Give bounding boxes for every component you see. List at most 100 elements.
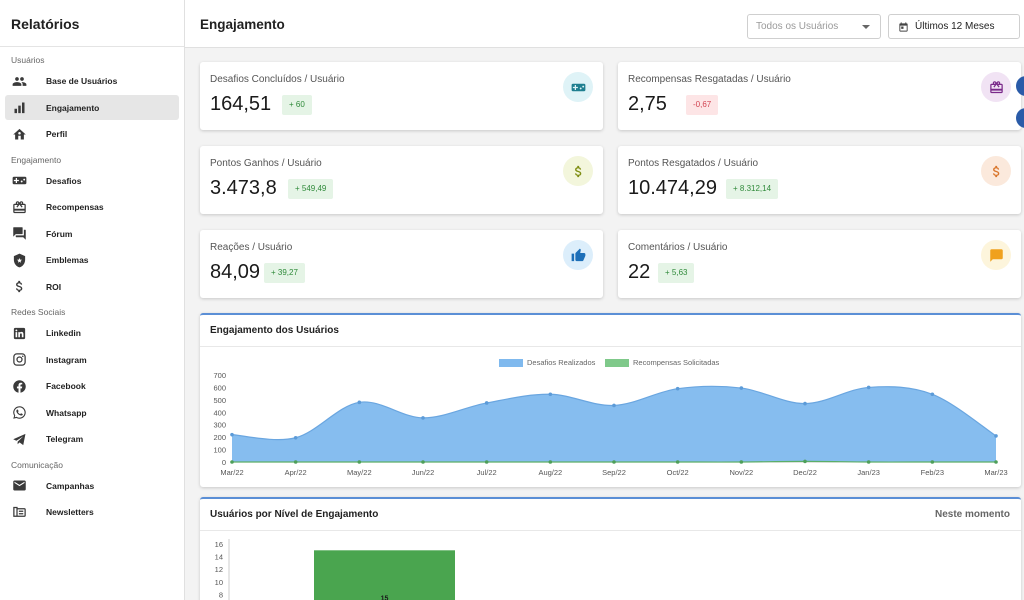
data-point[interactable] [484,460,489,464]
gamepad-icon [563,72,593,102]
sidebar-item-desafios[interactable]: Desafios [5,168,179,193]
y-tick-label: 12 [215,565,223,574]
data-point[interactable] [739,460,744,464]
sidebar-item-roi[interactable]: ROI [5,274,179,299]
sidebar-item-newsletters[interactable]: Newsletters [5,500,179,525]
top-bar: Engajamento Todos os Usuários Últimos 12… [185,0,1024,48]
data-point[interactable] [421,460,425,464]
sidebar-item-label: Recompensas [46,202,104,212]
legend-swatch [605,358,629,367]
sidebar-item-instagram[interactable]: Instagram [5,347,179,372]
metric-label: Desafios Concluídos / Usuário [210,74,345,85]
data-point[interactable] [994,434,998,438]
newsletter-icon [11,504,27,520]
metric-card: Desafios Concluídos / Usuário 164,51 + 60 [200,62,603,130]
data-point[interactable] [357,400,362,405]
data-point[interactable] [293,460,298,464]
sidebar-item-whatsapp[interactable]: Whatsapp [5,400,179,425]
metric-card: Pontos Ganhos / Usuário 3.473,8 + 549,49 [200,146,603,214]
data-point[interactable] [866,385,871,390]
page-title: Engajamento [200,17,285,32]
sidebar-item-label: Telegram [46,434,84,444]
period-button[interactable]: Últimos 12 Meses [888,14,1020,39]
sidebar-item-linkedin[interactable]: Linkedin [5,321,179,346]
y-tick-label: 0 [222,458,226,467]
sidebar-nav: Usuários Base de Usuários Engajamento Perfi… [0,53,184,525]
data-point[interactable] [866,460,871,464]
data-point[interactable] [612,403,616,408]
y-tick-label: 700 [213,371,226,380]
data-point[interactable] [803,459,807,464]
sidebar-item-label: ROI [46,281,62,292]
data-point[interactable] [994,460,998,464]
data-point[interactable] [930,392,935,397]
sidebar-item-recompensas[interactable]: Recompensas [5,195,179,220]
gift-icon [11,199,27,215]
y-tick-label: 100 [213,446,226,455]
data-point[interactable] [803,401,807,406]
x-tick-label: May/22 [347,468,372,477]
sidebar-item-label: Fórum [46,228,73,239]
sidebar-item-base-de-usu-rios[interactable]: Base de Usuários [5,69,179,94]
user-filter-select[interactable]: Todos os Usuários [747,14,881,39]
data-point[interactable] [484,401,489,405]
sidebar-item-label: Engajamento [46,102,100,113]
data-point[interactable] [930,460,935,464]
floating-action-button[interactable] [1016,108,1024,128]
data-point[interactable] [739,386,744,390]
divider [200,346,1021,347]
sidebar-title: Relatórios [0,0,184,47]
sidebar-item-label: Newsletters [46,507,94,517]
period-indicator: Neste momento [934,509,1010,520]
sidebar-item-label: Campanhas [46,480,95,491]
data-point[interactable] [421,416,425,420]
sidebar-item-facebook[interactable]: Facebook [5,374,179,399]
y-tick-label: 600 [213,383,226,392]
data-point[interactable] [230,432,234,437]
sidebar-item-engajamento[interactable]: Engajamento [5,95,179,120]
bar[interactable] [314,550,455,600]
sidebar-item-emblemas[interactable]: Emblemas [5,248,179,273]
data-point[interactable] [548,392,553,397]
telegram-icon [11,431,27,447]
sidebar: Relatórios Usuários Base de Usuários Engaj… [0,0,185,600]
gift-icon [981,72,1011,102]
sidebar-item-perfil[interactable]: Perfil [5,122,179,147]
sidebar-section-label: Comunicação [11,459,63,470]
x-tick-label: Apr/22 [285,468,307,477]
x-tick-label: Jun/22 [412,468,435,477]
metric-delta-badge: + 60 [282,95,312,115]
panel-title: Engajamento dos Usuários [210,325,339,336]
y-tick-label: 300 [213,421,226,430]
y-tick-label: 400 [213,408,226,417]
metric-delta-badge: + 5,63 [658,263,695,283]
data-point[interactable] [230,460,234,464]
bar-data-label: 15 [381,595,389,600]
data-point[interactable] [548,460,553,464]
data-point[interactable] [612,460,616,464]
sidebar-item-telegram[interactable]: Telegram [5,427,179,452]
data-point[interactable] [357,460,362,464]
metric-label: Pontos Ganhos / Usuário [210,158,322,169]
period-label: Últimos 12 Meses [915,21,995,32]
legend-item[interactable]: Desafios Realizados [499,358,595,367]
chevron-down-icon [862,25,870,29]
sidebar-item-label: Perfil [46,129,68,139]
metric-delta-badge: + 549,49 [288,179,334,199]
sidebar-item-campanhas[interactable]: Campanhas [5,473,179,498]
sidebar-item-f-rum[interactable]: Fórum [5,221,179,246]
metric-delta-badge: + 8.312,14 [726,179,779,199]
data-point[interactable] [675,460,680,464]
home-icon [11,126,27,142]
metric-value: 10.474,29 [628,177,717,199]
sidebar-item-label: Emblemas [46,255,89,265]
data-point[interactable] [293,435,298,440]
x-tick-label: Mar/23 [984,468,1007,477]
metric-value: 2,75 [628,93,667,115]
x-tick-label: Jan/23 [857,468,880,477]
floating-action-button[interactable] [1016,76,1024,96]
y-tick-label: 200 [213,433,226,442]
data-point[interactable] [675,386,680,391]
y-tick-label: 14 [215,553,223,562]
legend-item[interactable]: Recompensas Solicitadas [605,358,719,367]
